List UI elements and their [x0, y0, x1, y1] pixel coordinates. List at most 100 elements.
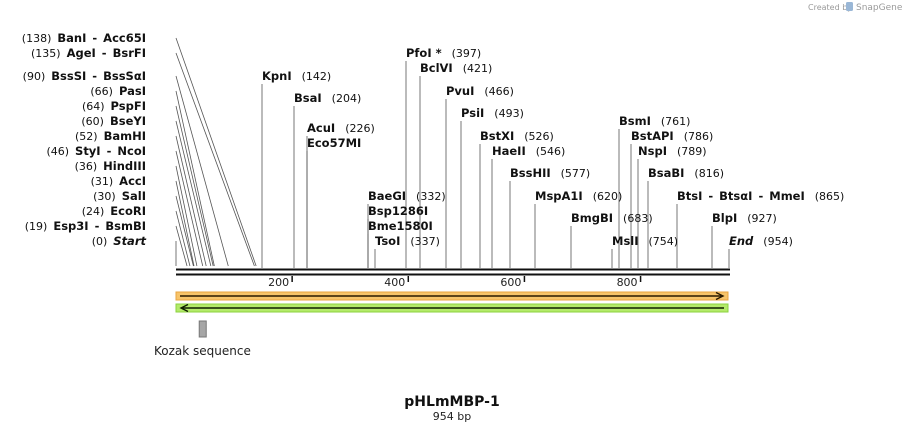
site-label: MspA1I (620) [535, 189, 622, 203]
site-label: (135) AgeI - BsrFI [31, 46, 146, 60]
site-label: BssHII (577) [510, 166, 590, 180]
site-leader-line [175, 195, 194, 267]
site-label: HaeII (546) [492, 144, 565, 158]
site-9: (64) PspFI [82, 99, 146, 113]
site-16: AcuI (226) [307, 121, 375, 135]
site-28: BssHII (577) [510, 166, 590, 180]
tick-label: 600 [500, 276, 521, 289]
site-label: (46) StyI - NcoI [46, 144, 146, 158]
site-11: (90) BssSI - BssSαI [23, 69, 146, 83]
site-31: MslI (754) [612, 234, 678, 248]
tick-label: 200 [268, 276, 289, 289]
site-label: (19) Esp3I - BsmBI [25, 219, 146, 233]
reverse-strand-arrow [175, 303, 729, 313]
site-30: BmgBI (683) [571, 211, 653, 225]
site-label: (60) BseYI [81, 114, 146, 128]
kozak-sequence-feature [198, 320, 207, 338]
site-leader-line [175, 52, 255, 267]
site-leader-line [175, 120, 212, 267]
site-label: Bsp1286I [368, 204, 428, 218]
site-label: (138) BanI - Acc65I [22, 31, 146, 45]
site-leader-line [175, 150, 204, 267]
site-21: TsoI (337) [375, 234, 440, 248]
site-34: NspI (789) [638, 144, 707, 158]
site-leader-line [175, 105, 214, 267]
site-label: TsoI (337) [375, 234, 440, 248]
site-label: BmgBI (683) [571, 211, 653, 225]
site-3: (30) SalI [93, 189, 146, 203]
site-label: PvuI (466) [446, 84, 514, 98]
snapgene-brand: SnapGene [856, 3, 903, 13]
site-19: Bsp1286I [368, 204, 428, 218]
site-label: (90) BssSI - BssSαI [23, 69, 146, 83]
site-label: BsaBI (816) [648, 166, 724, 180]
site-leader-line [175, 165, 198, 267]
site-38: End (954) [729, 234, 793, 248]
site-22: PfoI * (397) [406, 46, 481, 60]
site-10: (66) PasI [90, 84, 146, 98]
site-leader-line [175, 225, 188, 267]
site-15: BsaI (204) [294, 91, 361, 105]
site-32: BsmI (761) [619, 114, 690, 128]
site-label: BtsI - BtsαI - MmeI (865) [677, 189, 844, 203]
site-label: Bme1580I [368, 219, 433, 233]
site-label: MslI (754) [612, 234, 678, 248]
site-24: PvuI (466) [446, 84, 514, 98]
ruler-ticks: 200 400 600 800 [268, 276, 642, 289]
site-label: (64) PspFI [82, 99, 146, 113]
site-0: (0) Start [92, 234, 147, 248]
created-by-credit: Created by [808, 3, 852, 12]
site-label: BaeGI (332) [368, 189, 446, 203]
site-label: KpnI (142) [262, 69, 331, 83]
site-label: BlpI (927) [712, 211, 777, 225]
site-17: Eco57MI [307, 136, 361, 150]
site-label: (0) Start [92, 234, 147, 248]
site-label: BstAPI (786) [631, 129, 713, 143]
site-label: (31) AccI [91, 174, 146, 188]
site-25: PsiI (493) [461, 106, 524, 120]
site-leaders [175, 37, 730, 268]
site-label: PfoI * (397) [406, 46, 481, 60]
site-6: (46) StyI - NcoI [46, 144, 146, 158]
site-35: BsaBI (816) [648, 166, 724, 180]
site-leader-line [175, 75, 229, 267]
site-18: BaeGI (332) [368, 189, 446, 203]
plasmid-length: 954 bp [433, 410, 471, 423]
site-leader-line [175, 135, 207, 267]
site-23: BclVI (421) [420, 61, 492, 75]
site-leader-line [175, 180, 195, 267]
backbone [176, 268, 730, 276]
site-label: AcuI (226) [307, 121, 375, 135]
forward-strand-arrow [175, 291, 729, 301]
kozak-sequence-label: Kozak sequence [154, 344, 251, 358]
site-label: (30) SalI [93, 189, 146, 203]
snapgene-logo-icon [846, 2, 853, 11]
site-label: BstXI (526) [480, 129, 554, 143]
site-4: (31) AccI [91, 174, 146, 188]
site-label: Eco57MI [307, 136, 361, 150]
site-label: BclVI (421) [420, 61, 492, 75]
site-33: BstAPI (786) [631, 129, 713, 143]
site-14: KpnI (142) [262, 69, 331, 83]
site-27: HaeII (546) [492, 144, 565, 158]
site-37: BlpI (927) [712, 211, 777, 225]
plasmid-name: pHLmMBP-1 [404, 394, 499, 410]
site-label: NspI (789) [638, 144, 707, 158]
site-label: (66) PasI [90, 84, 146, 98]
site-13: (138) BanI - Acc65I [22, 31, 146, 45]
site-label: End (954) [729, 234, 793, 248]
site-2: (24) EcoRI [82, 204, 146, 218]
tick-label: 800 [617, 276, 638, 289]
site-label: PsiI (493) [461, 106, 524, 120]
tick-label: 400 [384, 276, 405, 289]
site-leader-line [175, 37, 257, 267]
site-leader-line [175, 90, 215, 267]
site-26: BstXI (526) [480, 129, 554, 143]
site-12: (135) AgeI - BsrFI [31, 46, 146, 60]
site-20: Bme1580I [368, 219, 433, 233]
site-label: (24) EcoRI [82, 204, 146, 218]
site-label: BsmI (761) [619, 114, 690, 128]
site-8: (60) BseYI [81, 114, 146, 128]
site-29: MspA1I (620) [535, 189, 622, 203]
site-36: BtsI - BtsαI - MmeI (865) [677, 189, 844, 203]
